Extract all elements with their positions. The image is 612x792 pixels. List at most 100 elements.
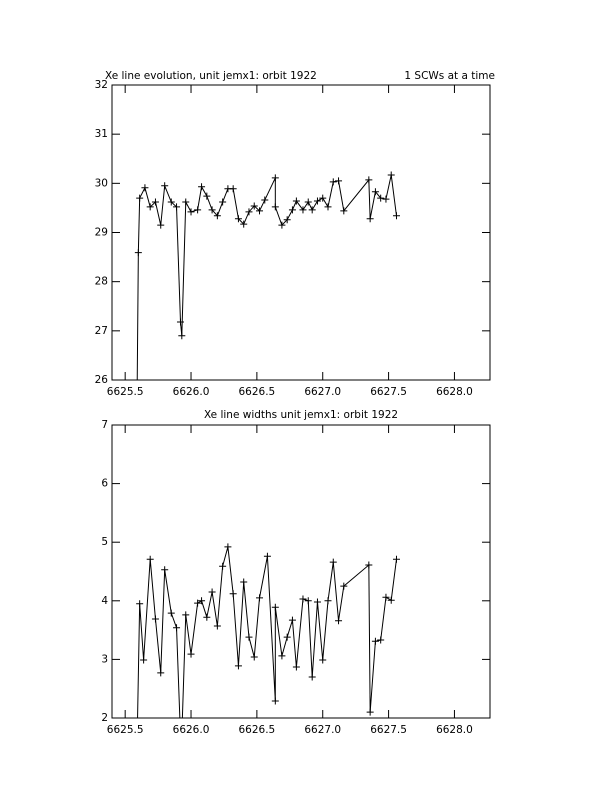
- data-point: [157, 669, 165, 677]
- data-point: [377, 194, 385, 202]
- data-point: [187, 650, 195, 658]
- data-point: [263, 552, 271, 560]
- x-tick-label: 6628.0: [436, 386, 473, 398]
- data-point: [250, 202, 258, 210]
- data-point: [234, 215, 242, 223]
- x-tick-label: 6628.0: [436, 724, 473, 736]
- x-tick-label: 6625.5: [107, 386, 144, 398]
- data-point: [167, 609, 175, 617]
- data-point: [176, 318, 184, 326]
- data-point: [278, 652, 286, 660]
- data-point: [229, 185, 237, 193]
- x-tick-label: 6626.0: [173, 724, 210, 736]
- data-point: [245, 208, 253, 216]
- data-point: [136, 600, 144, 608]
- data-point: [187, 208, 195, 216]
- data-point: [382, 593, 390, 601]
- data-point: [167, 198, 175, 206]
- data-point: [229, 590, 237, 598]
- data-point: [141, 184, 149, 192]
- data-point: [366, 708, 374, 716]
- data-point: [271, 697, 279, 705]
- data-point: [329, 178, 337, 186]
- data-point: [219, 198, 227, 206]
- data-point: [146, 203, 154, 211]
- data-point: [365, 176, 373, 184]
- data-point: [213, 212, 221, 220]
- data-point: [182, 198, 190, 206]
- data-point: [329, 558, 337, 566]
- data-point: [208, 206, 216, 214]
- data-point: [387, 596, 395, 604]
- x-tick-label: 6626.5: [239, 386, 276, 398]
- data-point: [134, 249, 142, 257]
- data-point: [304, 198, 312, 206]
- data-point: [335, 617, 343, 625]
- data-point: [182, 611, 190, 619]
- data-point: [365, 561, 373, 569]
- data-point: [319, 194, 327, 202]
- y-tick-label: 4: [101, 595, 108, 607]
- data-point: [194, 599, 202, 607]
- y-tick-label: 31: [95, 128, 108, 140]
- x-tick-label: 6626.5: [239, 724, 276, 736]
- data-point: [136, 194, 144, 202]
- plot-area: [136, 543, 400, 718]
- data-point: [261, 196, 269, 204]
- data-point: [245, 633, 253, 641]
- data-point: [234, 662, 242, 670]
- data-point: [299, 595, 307, 603]
- data-point: [283, 633, 291, 641]
- chart-title: Xe line evolution, unit jemx1: orbit 192…: [105, 70, 317, 82]
- data-point: [288, 616, 296, 624]
- data-point: [324, 203, 332, 211]
- data-point: [288, 206, 296, 214]
- x-tick-label: 6626.0: [173, 386, 210, 398]
- data-point: [340, 207, 348, 215]
- data-point: [256, 594, 264, 602]
- axes-frame: [111, 424, 491, 719]
- data-point: [146, 555, 154, 563]
- x-tick-label: 6627.5: [370, 386, 407, 398]
- data-point: [278, 221, 286, 229]
- data-point: [161, 566, 169, 574]
- y-tick-label: 6: [101, 478, 108, 490]
- data-point: [271, 174, 279, 182]
- data-point: [308, 206, 316, 214]
- data-point: [198, 183, 206, 191]
- annotation: 1 SCWs at a time: [404, 70, 495, 82]
- data-point: [299, 206, 307, 214]
- y-tick-label: 30: [95, 177, 108, 189]
- y-tick-label: 5: [101, 536, 108, 548]
- data-point: [157, 221, 165, 229]
- y-tick-label: 28: [95, 276, 108, 288]
- data-point: [313, 197, 321, 205]
- data-point: [292, 663, 300, 671]
- y-tick-label: 3: [101, 653, 108, 665]
- data-point: [324, 597, 332, 605]
- data-point: [151, 198, 159, 206]
- data-point: [224, 543, 232, 551]
- data-point: [319, 656, 327, 664]
- data-point: [313, 598, 321, 606]
- data-point: [219, 562, 227, 570]
- data-point: [198, 597, 206, 605]
- x-tick-label: 6625.5: [107, 724, 144, 736]
- data-point: [173, 624, 181, 632]
- data-point: [387, 171, 395, 179]
- data-point: [271, 603, 279, 611]
- data-point: [140, 656, 148, 664]
- y-tick-label: 7: [101, 419, 108, 431]
- x-tick-label: 6627.0: [304, 386, 341, 398]
- data-point: [366, 215, 374, 223]
- y-tick-label: 29: [95, 227, 108, 239]
- data-point: [240, 220, 248, 228]
- data-point: [304, 597, 312, 605]
- data-point: [208, 588, 216, 596]
- data-point: [271, 203, 279, 211]
- data-point: [213, 622, 221, 630]
- data-point: [178, 332, 186, 340]
- x-tick-label: 6627.0: [304, 724, 341, 736]
